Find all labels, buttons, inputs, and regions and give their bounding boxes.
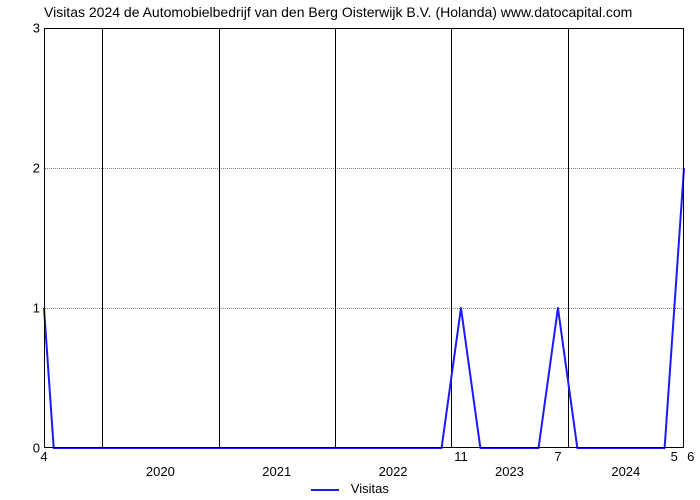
x-year-label: 2023	[495, 464, 524, 479]
chart-title: Visitas 2024 de Automobielbedrijf van de…	[44, 4, 632, 20]
value-label: 7	[554, 449, 561, 464]
x-year-label: 2022	[379, 464, 408, 479]
legend: Visitas	[0, 481, 700, 496]
x-year-label: 2024	[611, 464, 640, 479]
value-label: 4	[40, 449, 47, 464]
value-label: 11	[454, 449, 468, 464]
y-tick-label: 3	[10, 21, 40, 36]
x-year-label: 2020	[146, 464, 175, 479]
plot-area	[44, 28, 684, 448]
visits-chart: Visitas 2024 de Automobielbedrijf van de…	[0, 0, 700, 500]
value-label: 6	[687, 449, 694, 464]
x-year-label: 2021	[262, 464, 291, 479]
plot-border	[44, 28, 684, 448]
value-label: 5	[671, 449, 678, 464]
y-tick-label: 2	[10, 161, 40, 176]
y-tick-label: 1	[10, 301, 40, 316]
y-tick-label: 0	[10, 441, 40, 456]
legend-swatch	[311, 489, 339, 491]
legend-label: Visitas	[351, 481, 389, 496]
